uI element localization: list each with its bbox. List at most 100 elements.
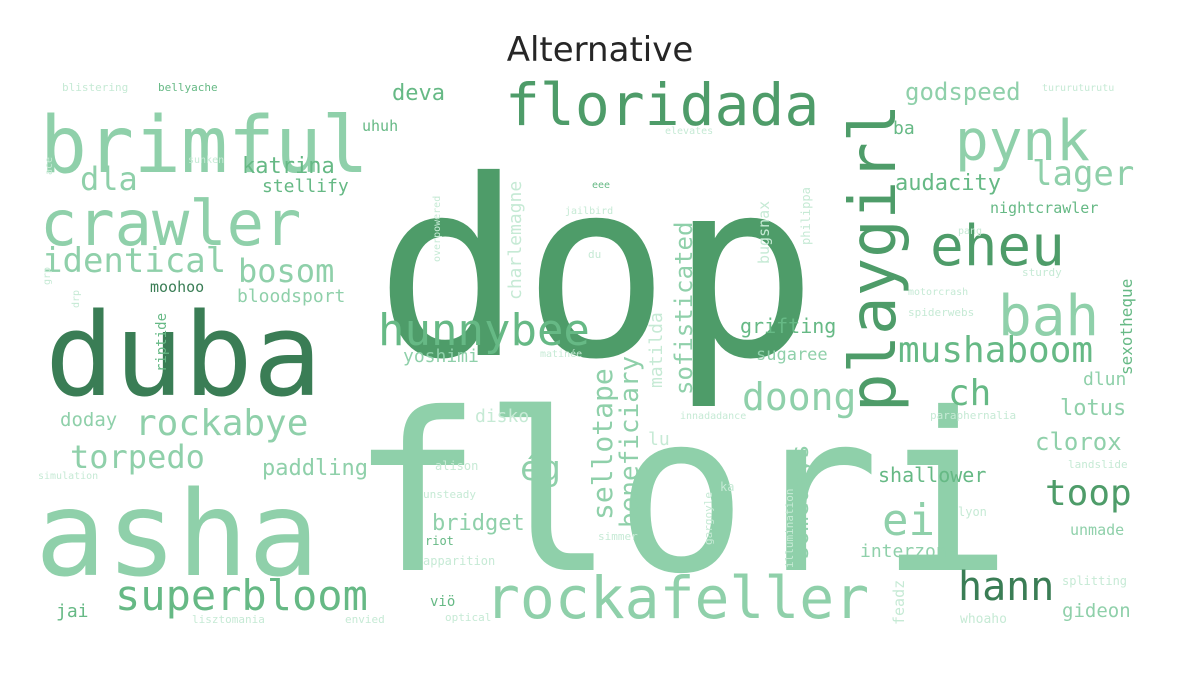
cloud-word: riot bbox=[425, 534, 454, 548]
cloud-word: godspeed bbox=[905, 78, 1021, 106]
cloud-word: elevates bbox=[665, 126, 713, 137]
cloud-word: stellify bbox=[262, 176, 349, 197]
cloud-word: moohoo bbox=[150, 278, 204, 296]
cloud-word: crawler bbox=[40, 187, 301, 260]
cloud-word: somedays bbox=[786, 444, 814, 560]
cloud-word: sunken bbox=[188, 155, 224, 166]
chart-title: Alternative bbox=[506, 30, 694, 70]
cloud-word: tururuturutu bbox=[1042, 83, 1114, 94]
cloud-word: playgirl bbox=[837, 104, 911, 412]
cloud-word: optical bbox=[445, 611, 491, 624]
cloud-word: floridada bbox=[505, 71, 819, 139]
cloud-word: ég bbox=[520, 449, 561, 489]
cloud-word: feadz bbox=[890, 580, 908, 625]
cloud-word: identical bbox=[42, 241, 226, 281]
cloud-word: ba bbox=[893, 118, 915, 139]
cloud-word: innadadance bbox=[680, 411, 746, 422]
cloud-word: rockafeller bbox=[485, 564, 869, 632]
cloud-word: bellyache bbox=[158, 81, 218, 94]
cloud-word: philippa bbox=[799, 187, 813, 245]
cloud-word: du bbox=[588, 248, 601, 261]
cloud-word: gideon bbox=[1062, 600, 1131, 622]
cloud-word: katrina bbox=[242, 154, 335, 179]
cloud-word: dla bbox=[80, 160, 138, 198]
cloud-word: lisztomania bbox=[192, 613, 265, 626]
cloud-word: asha bbox=[35, 465, 319, 603]
cloud-word: simmer bbox=[598, 530, 638, 543]
cloud-word: ch bbox=[948, 373, 991, 414]
cloud-word: nightcrawler bbox=[990, 199, 1098, 217]
cloud-word: uhuh bbox=[362, 117, 398, 135]
cloud-word: blistering bbox=[62, 81, 128, 94]
cloud-word: disko bbox=[475, 406, 529, 427]
cloud-word: paddling bbox=[262, 456, 368, 481]
cloud-word: deva bbox=[392, 81, 445, 106]
cloud-word: riptide bbox=[154, 313, 170, 372]
cloud-word: flori bbox=[350, 366, 1012, 622]
cloud-word: ace bbox=[44, 157, 55, 175]
cloud-word: sexotheque bbox=[1117, 279, 1136, 375]
cloud-word: shallower bbox=[878, 463, 986, 487]
cloud-word: lu bbox=[648, 429, 670, 450]
cloud-word: clorox bbox=[1035, 428, 1122, 456]
cloud-word: jai bbox=[56, 601, 89, 622]
cloud-word: brimful bbox=[40, 101, 369, 191]
cloud-word: sofisticated bbox=[670, 222, 698, 395]
cloud-word: doday bbox=[60, 409, 117, 431]
cloud-word: envied bbox=[345, 613, 385, 626]
cloud-word: splitting bbox=[1062, 574, 1127, 588]
cloud-word: ka bbox=[720, 480, 734, 494]
cloud-word: yoshimi bbox=[403, 346, 479, 367]
cloud-word: audacity bbox=[895, 171, 1001, 196]
cloud-word: interzone bbox=[860, 541, 958, 562]
cloud-word: charlemagne bbox=[505, 181, 526, 300]
cloud-word: sugaree bbox=[756, 345, 828, 365]
cloud-word: grifting bbox=[740, 314, 836, 338]
cloud-word: rockabye bbox=[135, 403, 308, 444]
cloud-word: bloodsport bbox=[237, 286, 345, 307]
cloud-word: doong bbox=[742, 375, 856, 419]
cloud-word: motorcrash bbox=[908, 287, 968, 298]
cloud-word: bah bbox=[998, 284, 1099, 349]
cloud-word: ei bbox=[882, 495, 935, 546]
cloud-word: drp bbox=[71, 290, 82, 308]
cloud-word: matinée bbox=[540, 348, 582, 360]
cloud-word: pang bbox=[958, 226, 982, 237]
cloud-word: jailbird bbox=[565, 206, 613, 217]
cloud-word: unmade bbox=[1070, 521, 1124, 539]
cloud-word: whoaho bbox=[960, 612, 1007, 627]
cloud-word: hunnybee bbox=[378, 305, 590, 356]
cloud-word: viö bbox=[430, 594, 455, 610]
cloud-word: sellotape bbox=[586, 368, 619, 520]
cloud-word: overpowered bbox=[432, 196, 443, 262]
cloud-word: lyon bbox=[958, 505, 987, 519]
cloud-word: beneficiary bbox=[615, 356, 645, 528]
cloud-word: lotus bbox=[1060, 396, 1126, 421]
cloud-word: eheu bbox=[930, 214, 1065, 279]
cloud-word: spiderwebs bbox=[908, 306, 974, 319]
cloud-word: alison bbox=[435, 459, 478, 473]
cloud-word: bosom bbox=[238, 252, 334, 290]
cloud-word: landslide bbox=[1068, 458, 1128, 471]
cloud-word: duba bbox=[45, 289, 322, 423]
cloud-word: paraphernalia bbox=[930, 409, 1016, 422]
cloud-word: dop bbox=[375, 128, 818, 413]
cloud-word: superbloom bbox=[115, 571, 368, 620]
cloud-word: lager bbox=[1032, 154, 1134, 194]
cloud-word: torpedo bbox=[70, 438, 205, 476]
cloud-word: apparition bbox=[423, 554, 495, 568]
cloud-word: illumination bbox=[783, 489, 796, 568]
cloud-word: dlun bbox=[1083, 369, 1126, 390]
cloud-word: toop bbox=[1045, 473, 1132, 514]
cloud-word: mushaboom bbox=[898, 330, 1093, 371]
cloud-word: matilda bbox=[646, 312, 667, 388]
cloud-word: unsteady bbox=[423, 488, 476, 501]
cloud-word: hann bbox=[958, 564, 1054, 610]
cloud-word: bugsnax bbox=[755, 201, 773, 264]
cloud-word: sturdy bbox=[1022, 266, 1062, 279]
cloud-word: grp bbox=[42, 267, 53, 285]
cloud-word: pynk bbox=[955, 109, 1090, 174]
cloud-word: gargoyle bbox=[702, 492, 715, 545]
cloud-word: eee bbox=[592, 180, 610, 191]
